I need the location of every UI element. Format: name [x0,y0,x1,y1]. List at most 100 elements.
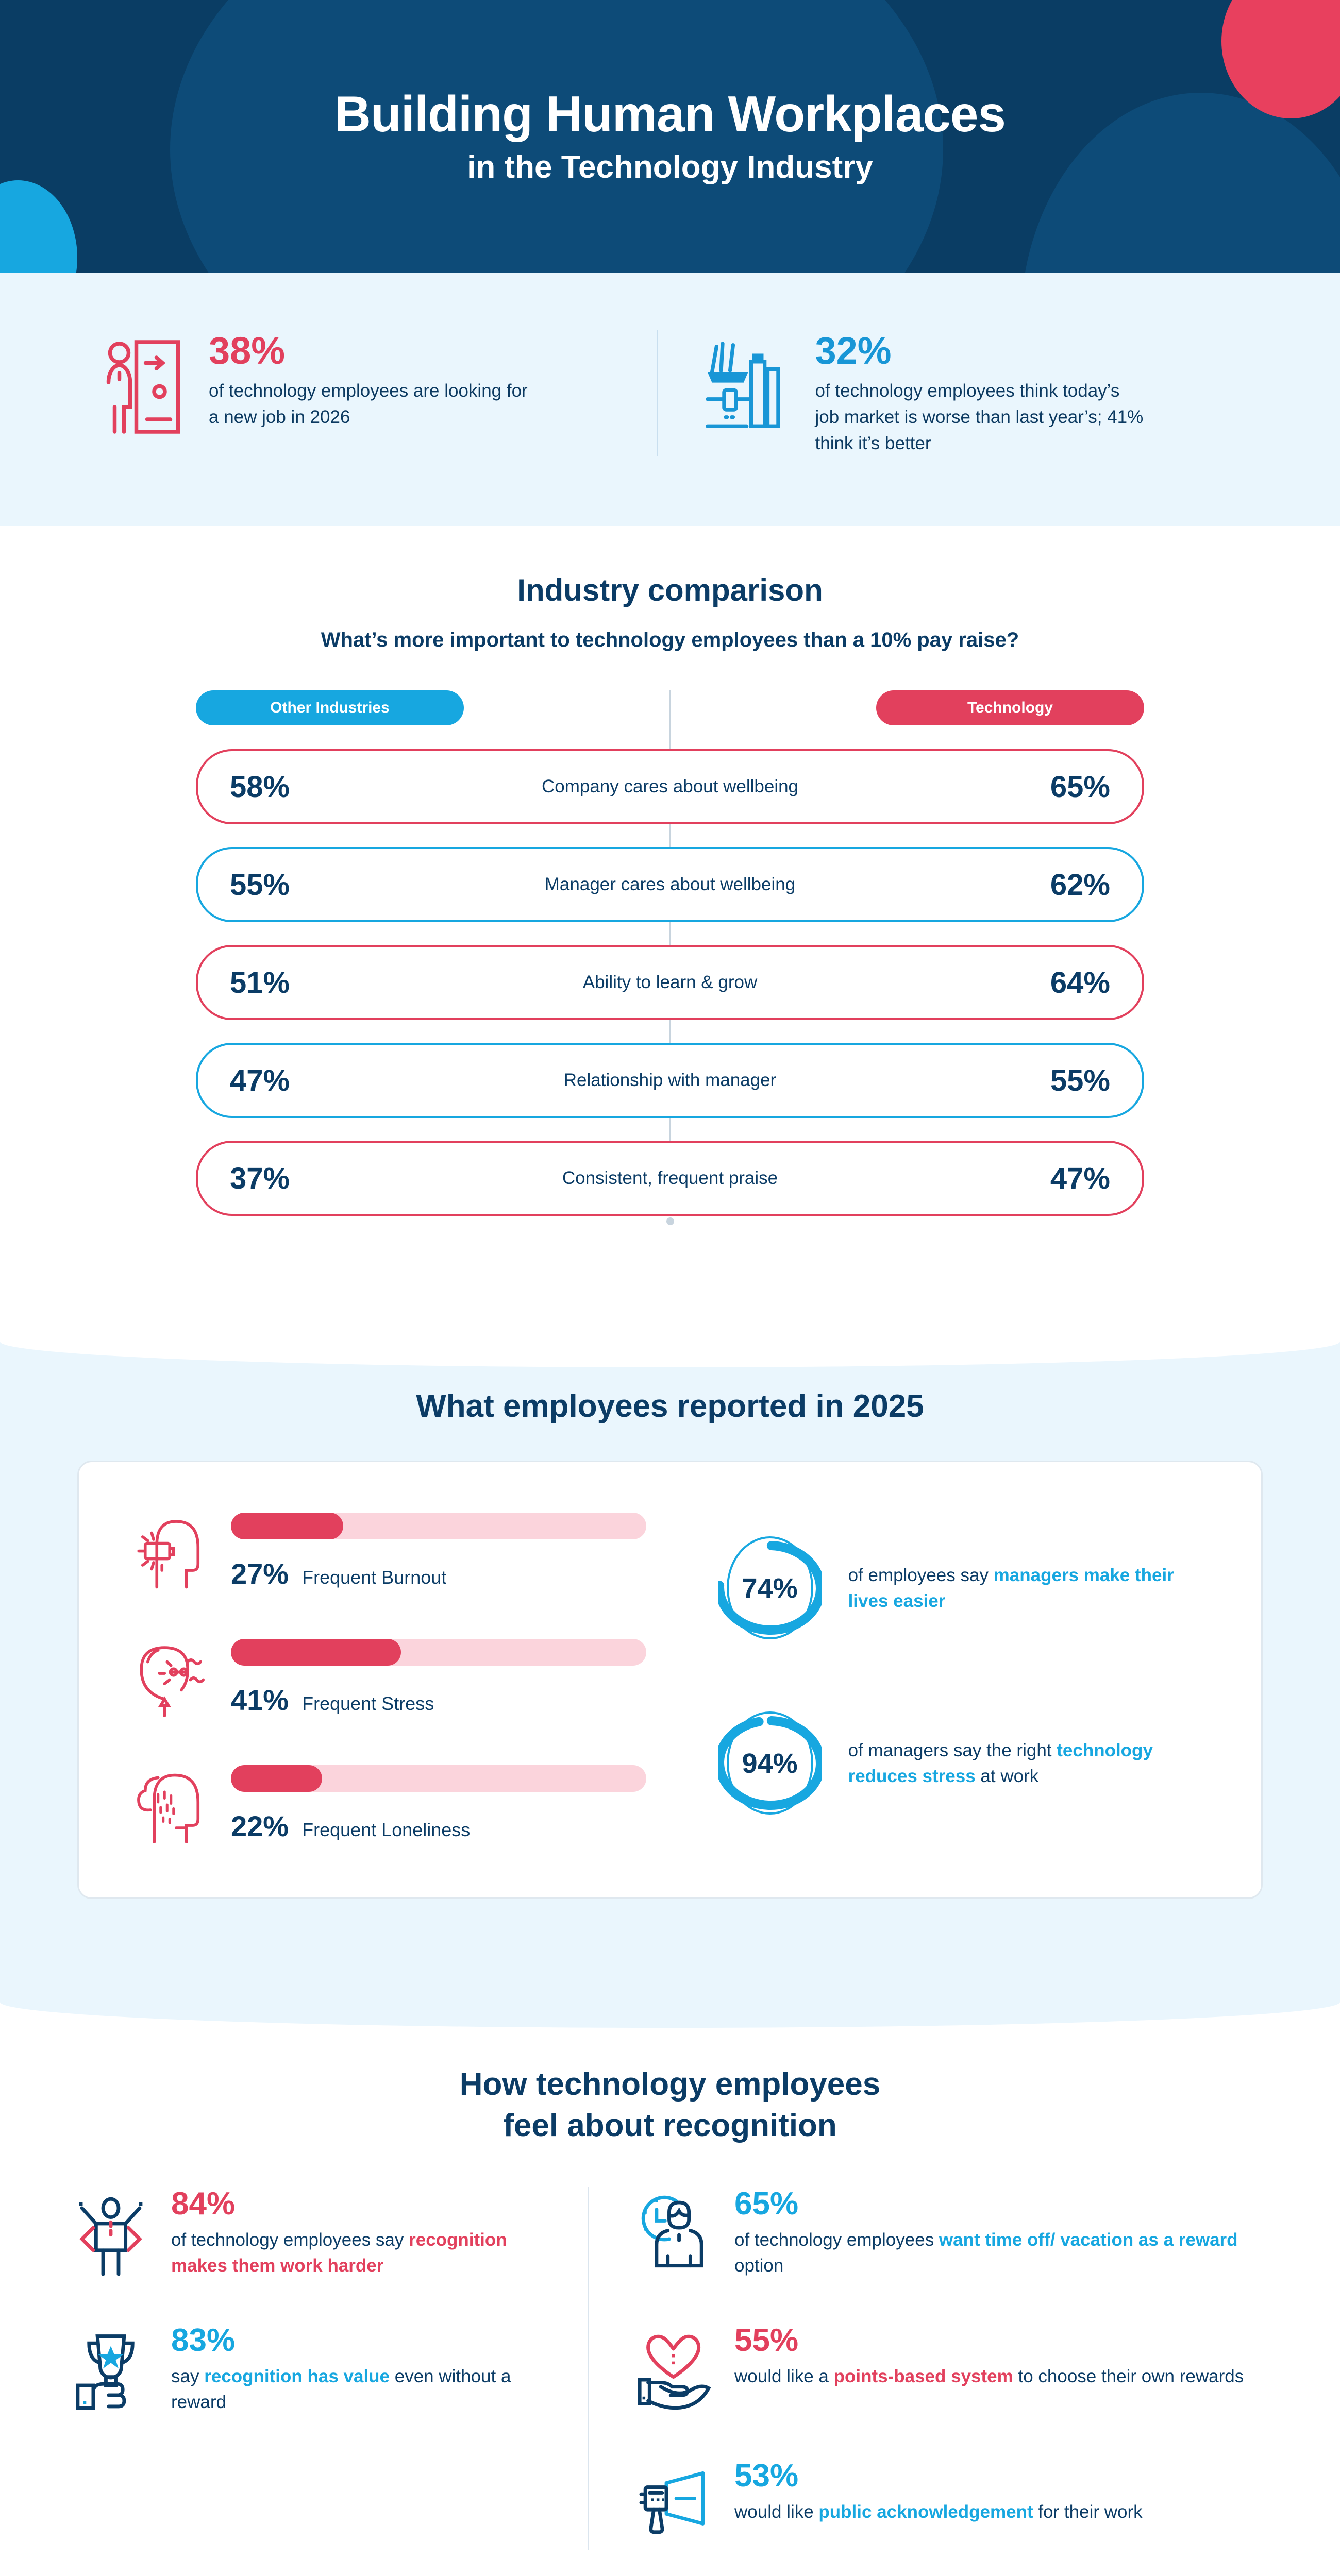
bar-label: Frequent Burnout [302,1567,447,1588]
donut-text-plain: of employees say [848,1565,994,1585]
top-stat-1: 38% of technology employees are looking … [77,330,657,439]
hand-factory-icon [705,330,792,436]
comparison-chart: Other Industries Technology 58% Company … [196,690,1144,1226]
page-subtitle: in the Technology Industry [467,149,873,185]
donut-percent: 74% [742,1573,798,1604]
row-label: Consistent, frequent praise [562,1168,778,1189]
rec-plain-1: say [171,2366,205,2386]
recognition-text: say recognition has value even without a… [171,2364,551,2416]
bar-label: Frequent Stress [302,1693,434,1715]
recognition-right-column: 65% of technology employees want time of… [588,2187,1268,2550]
row-value-right: 62% [1050,868,1110,902]
recognition-item: 65% of technology employees want time of… [635,2187,1268,2279]
page-title: Building Human Workplaces [334,85,1006,142]
donut-text-plain-2: at work [975,1766,1039,1787]
row-value-left: 55% [230,868,290,902]
comparison-rows: 58% Company cares about wellbeing 65% 55… [196,749,1144,1216]
head-rain-loneliness-icon [136,1761,208,1846]
donut-percent: 94% [742,1748,798,1780]
row-label: Manager cares about wellbeing [544,874,796,895]
recognition-title-line1: How technology employees [459,2066,881,2103]
recognition-percent: 55% [734,2322,799,2358]
progress-fill [231,1765,323,1792]
legend-technology: Technology [876,690,1144,726]
section-curve-top [0,1306,1340,1368]
recognition-percent: 83% [171,2322,236,2358]
recognition-text: of technology employees say recognition … [171,2227,551,2279]
reported-2025-card: 27% Frequent Burnout [77,1461,1263,1900]
recognition-left-column: 84% of technology employees say recognit… [72,2187,588,2550]
top-stat-1-text: of technology employees are looking for … [209,381,528,427]
industry-title: Industry comparison [517,573,823,608]
row-value-right: 64% [1050,965,1110,999]
donut-item: 94% of managers say the right technology… [718,1704,1204,1823]
reported-2025-section: What employees reported in 2025 [0,1306,1340,1967]
comparison-row: 58% Company cares about wellbeing 65% [196,749,1144,825]
row-value-left: 47% [230,1063,290,1097]
rec-bold: want time off/ vacation as a reward [939,2229,1238,2250]
row-value-right: 55% [1050,1063,1110,1097]
progress-track [231,1765,646,1792]
hand-heart-icon [635,2324,713,2415]
industry-comparison-section: Industry comparison What’s more importan… [0,526,1340,1260]
recognition-title-line2: feel about recognition [503,2107,837,2143]
decorative-blob-dark [170,0,943,273]
donut-text-bold: managers make their lives easier [848,1565,1174,1612]
balloon-pop-stress-icon [136,1635,208,1720]
head-battery-burnout-icon [136,1509,208,1594]
progress-track [231,1513,646,1540]
comparison-row: 55% Manager cares about wellbeing 62% [196,847,1144,923]
reported-2025-title: What employees reported in 2025 [416,1388,924,1425]
row-value-left: 58% [230,770,290,804]
donut-text-plain: of managers say the right [848,1740,1057,1760]
recognition-percent: 84% [171,2185,236,2222]
donut-text: of managers say the right technology red… [848,1738,1178,1790]
recognition-text: of technology employees want time off/ v… [734,2227,1268,2279]
bar-item: 41% Frequent Stress [136,1635,646,1720]
comparison-row: 47% Relationship with manager 55% [196,1043,1144,1118]
recognition-item: 83% say recognition has value even witho… [72,2324,551,2416]
legend-other-industries: Other Industries [196,690,464,726]
person-arms-raised-icon [72,2187,149,2278]
rec-plain-1: would like a [734,2366,834,2386]
donut-chart-icon: 74% [718,1529,822,1648]
progress-fill [231,1639,401,1666]
rec-bold: recognition makes them work harder [171,2229,507,2276]
top-stat-2-text: of technology employees think today’s jo… [815,381,1144,453]
rec-plain-2: to choose their own rewards [1013,2366,1244,2386]
row-value-right: 47% [1050,1161,1110,1195]
top-stat-1-value: 38% [209,329,286,372]
recognition-title: How technology employees feel about reco… [0,2028,1340,2187]
row-label: Relationship with manager [563,1070,777,1091]
bar-item: 22% Frequent Loneliness [136,1761,646,1846]
row-label: Ability to learn & grow [582,972,758,993]
rec-plain-2: option [734,2256,784,2276]
recognition-text: would like public acknowledgement for th… [734,2499,1143,2525]
megaphone-icon [635,2459,713,2550]
donut-text: of employees say managers make their liv… [848,1563,1178,1615]
bar-item: 27% Frequent Burnout [136,1509,646,1594]
row-value-left: 51% [230,965,290,999]
header-banner: Building Human Workplaces in the Technol… [0,0,1340,273]
bar-percent: 41% [231,1684,289,1717]
donut-item: 74% of employees say managers make their… [718,1529,1204,1648]
donut-text-bold: technology reduces stress [848,1740,1153,1787]
recognition-section: How technology employees feel about reco… [0,1966,1340,2561]
comparison-row: 51% Ability to learn & grow 64% [196,945,1144,1021]
comparison-row: 37% Consistent, frequent praise 47% [196,1141,1144,1216]
rec-plain-2: for their work [1033,2501,1143,2522]
rec-plain-1: of technology employees [734,2229,939,2250]
bar-percent: 22% [231,1810,289,1843]
row-value-right: 65% [1050,770,1110,804]
rec-bold: recognition has value [204,2366,390,2386]
row-label: Company cares about wellbeing [541,776,799,797]
bar-label: Frequent Loneliness [302,1819,471,1841]
decorative-blob-cyan [0,180,77,273]
top-stats-section: 38% of technology employees are looking … [0,273,1340,527]
recognition-item: 84% of technology employees say recognit… [72,2187,551,2279]
rec-bold: public acknowledgement [818,2501,1033,2522]
recognition-item: 53% would like public acknowledgement fo… [635,2459,1268,2550]
recognition-percent: 53% [734,2458,799,2494]
progress-fill [231,1513,343,1540]
